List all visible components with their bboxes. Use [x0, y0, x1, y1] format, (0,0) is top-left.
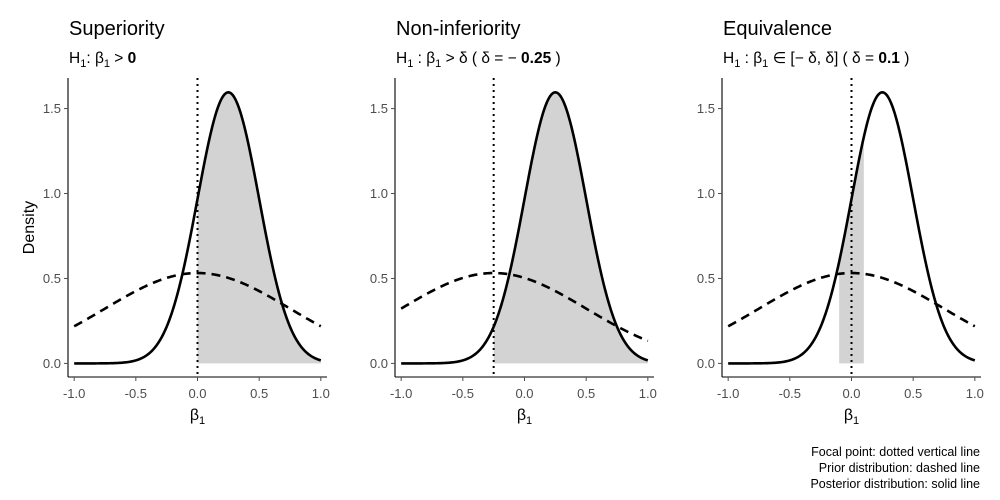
x-tick-label: 0.5 — [904, 386, 922, 401]
caption-focal-point: Focal point: dotted vertical line — [811, 445, 980, 459]
y-tick-label: 1.5 — [697, 101, 715, 116]
shaded-region — [493, 92, 648, 364]
x-tick-label: 0.0 — [515, 386, 533, 401]
panel-superiority: Superiority H1: β1 > 0 0.0 0.5 1.0 1.5 -1.0 -0.… — [21, 18, 330, 427]
panel-subtitle: H1: β1 > 0 — [69, 50, 136, 70]
x-tick-label: -0.5 — [125, 386, 147, 401]
caption-prior: Prior distribution: dashed line — [819, 461, 980, 475]
x-tick-label: 0.0 — [188, 386, 206, 401]
shaded-region — [197, 92, 321, 364]
x-axis-title: β1 — [517, 407, 532, 427]
x-tick-label: 0.5 — [250, 386, 268, 401]
x-tick-label: 1.0 — [966, 386, 984, 401]
y-axis-title: Density — [21, 201, 38, 254]
caption-posterior: Posterior distribution: solid line — [810, 477, 980, 491]
panel-title: Equivalence — [723, 18, 832, 40]
x-axis-title: β1 — [844, 407, 859, 427]
y-tick-label: 1.5 — [43, 101, 61, 116]
prior-curve — [73, 271, 322, 328]
y-tick-label: 1.0 — [43, 186, 61, 201]
prior-curve — [727, 271, 976, 328]
caption: Focal point: dotted vertical line Prior … — [810, 445, 980, 491]
panel-title: Non-inferiority — [396, 18, 520, 40]
x-tick-label: -0.5 — [779, 386, 801, 401]
y-tick-label: 0.5 — [43, 271, 61, 286]
panel-subtitle: H1 : β1 ∈ [− δ, δ] ( δ = 0.1 ) — [723, 50, 909, 70]
x-tick-label: 1.0 — [312, 386, 330, 401]
y-tick-label: 0.5 — [697, 271, 715, 286]
panel-title: Superiority — [69, 18, 165, 40]
shaded-region — [839, 136, 864, 364]
y-tick-label: 0.5 — [370, 271, 388, 286]
x-tick-label: -1.0 — [390, 386, 412, 401]
y-tick-label: 0.0 — [697, 356, 715, 371]
y-tick-label: 0.0 — [370, 356, 388, 371]
y-tick-label: 1.0 — [697, 186, 715, 201]
x-tick-label: 0.5 — [577, 386, 595, 401]
posterior-curve — [401, 91, 649, 365]
panel-subtitle: H1 : β1 > δ ( δ = − 0.25 ) — [396, 50, 561, 70]
prior-curve — [400, 271, 649, 343]
panel-equivalence: Equivalence H1 : β1 ∈ [− δ, δ] ( δ = 0.1 … — [697, 18, 984, 427]
x-tick-label: 1.0 — [639, 386, 657, 401]
y-tick-label: 1.5 — [370, 101, 388, 116]
x-axis-title: β1 — [190, 407, 205, 427]
x-tick-label: -1.0 — [63, 386, 85, 401]
y-tick-label: 1.0 — [370, 186, 388, 201]
panel-non-inferiority: Non-inferiority H1 : β1 > δ ( δ = − 0.25 … — [370, 18, 657, 427]
y-tick-label: 0.0 — [43, 356, 61, 371]
x-tick-label: -1.0 — [717, 386, 739, 401]
x-tick-label: -0.5 — [452, 386, 474, 401]
x-tick-label: 0.0 — [842, 386, 860, 401]
